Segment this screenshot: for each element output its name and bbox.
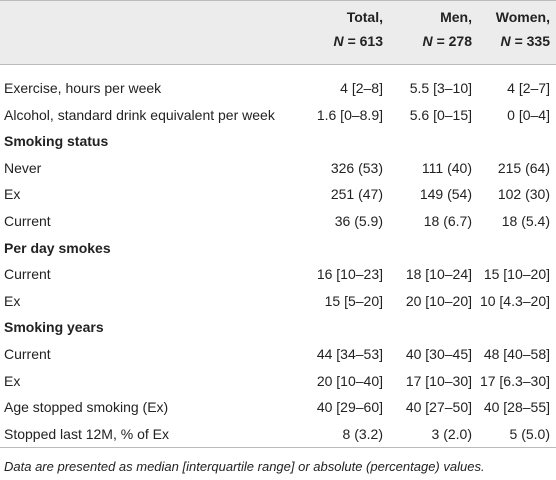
column-header: Total, — [346, 9, 383, 25]
cell: 8 (3.2) — [342, 425, 383, 442]
cell: 16 [10–23] — [316, 266, 383, 283]
cell: 4 [2–7] — [507, 80, 550, 96]
cell: 326 (53) — [330, 159, 383, 176]
cell: 20 [10–20] — [405, 292, 472, 309]
n-value: = 278 — [436, 33, 472, 49]
column-n: N = 278 — [423, 33, 472, 49]
section-header: Smoking status — [4, 133, 109, 150]
n-value: = 613 — [347, 33, 383, 49]
row-label: Ex — [4, 186, 21, 203]
footnote: Data are presented as median [interquart… — [4, 459, 485, 474]
cell: 0 [0–4] — [507, 106, 550, 123]
cell: 40 [28–55] — [483, 399, 550, 416]
row-label: Ex — [4, 372, 21, 389]
cell: 18 [10–24] — [405, 266, 472, 283]
n-symbol: N — [422, 33, 433, 49]
header-background — [0, 0, 556, 64]
cell: 10 [4.3–20] — [479, 292, 550, 309]
row-label: Current — [4, 266, 51, 283]
cell: 5 (5.0) — [509, 425, 550, 442]
row-label: Age stopped smoking (Ex) — [4, 399, 169, 416]
cell: 15 [10–20] — [483, 266, 550, 283]
cell: 18 (6.7) — [423, 213, 472, 229]
n-symbol: N — [333, 33, 344, 49]
n-value: = 335 — [514, 33, 550, 49]
row-label: Never — [4, 159, 42, 176]
row-label: Exercise, hours per week — [4, 80, 162, 96]
header-rule — [0, 64, 556, 65]
cell: 40 [30–45] — [405, 346, 472, 362]
cell: 48 [40–58] — [483, 346, 550, 362]
cell: 5.5 [3–10] — [409, 80, 472, 96]
cell: 5.6 [0–15] — [409, 106, 472, 123]
cell: 3 (2.0) — [431, 425, 472, 442]
cell: 102 (30) — [497, 186, 550, 203]
section-header: Smoking years — [4, 319, 104, 336]
row-label: Current — [4, 346, 51, 362]
row-label: Ex — [4, 292, 21, 309]
cell: 40 [27–50] — [405, 399, 472, 416]
cell: 40 [29–60] — [316, 399, 383, 416]
column-n: N = 335 — [501, 33, 550, 49]
cell: 1.6 [0–8.9] — [316, 106, 383, 123]
column-header: Women, — [495, 9, 550, 25]
cell: 4 [2–8] — [340, 80, 383, 96]
cell: 251 (47) — [330, 186, 383, 203]
cell: 20 [10–40] — [316, 372, 383, 389]
cell: 215 (64) — [497, 159, 550, 176]
cell: 17 [10–30] — [405, 372, 472, 389]
cell: 111 (40) — [421, 159, 472, 176]
cell: 44 [34–53] — [316, 346, 383, 362]
cell: 18 (5.4) — [501, 213, 550, 229]
bottom-rule — [0, 447, 556, 448]
cell: 36 (5.9) — [334, 213, 383, 229]
row-label: Stopped last 12M, % of Ex — [4, 425, 169, 442]
row-label: Alcohol, standard drink equivalent per w… — [4, 106, 275, 123]
n-symbol: N — [500, 33, 511, 49]
cell: 15 [5–20] — [324, 292, 383, 309]
top-rule — [0, 0, 556, 1]
cell: 149 (54) — [419, 186, 472, 203]
column-n: N = 613 — [334, 33, 383, 49]
cell: 17 [6.3–30] — [479, 372, 550, 389]
section-header: Per day smokes — [4, 239, 111, 256]
column-header: Men, — [440, 9, 472, 25]
row-label: Current — [4, 213, 51, 229]
